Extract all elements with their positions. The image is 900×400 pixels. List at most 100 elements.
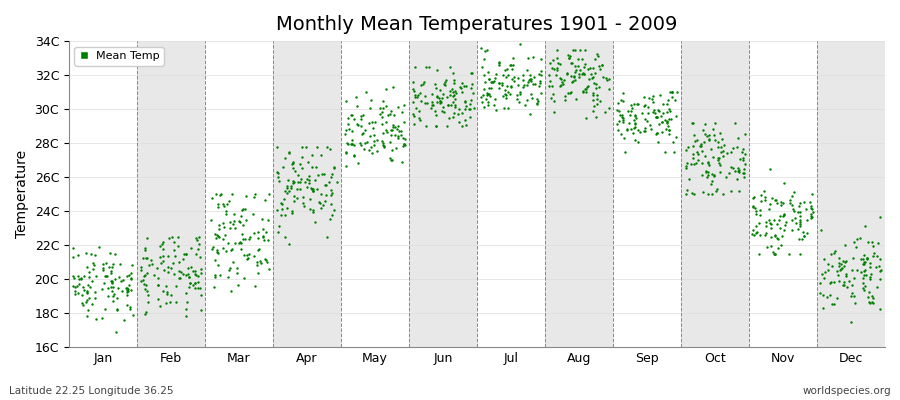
Point xyxy=(106,290,121,297)
Point xyxy=(212,233,226,240)
Point xyxy=(778,218,793,225)
Point xyxy=(125,312,140,318)
Point xyxy=(339,127,354,134)
Point xyxy=(134,264,148,271)
Point xyxy=(425,99,439,106)
Point xyxy=(482,91,496,98)
Point xyxy=(307,218,321,225)
Point xyxy=(730,176,744,182)
Point xyxy=(292,171,306,178)
Point xyxy=(821,261,835,267)
Point xyxy=(138,285,152,292)
Point xyxy=(383,139,398,146)
Point xyxy=(585,74,599,81)
Point xyxy=(701,191,716,197)
Point xyxy=(479,96,493,102)
Point xyxy=(211,201,225,208)
Point xyxy=(270,143,284,150)
Point xyxy=(711,157,725,164)
Point xyxy=(511,75,526,81)
Point xyxy=(770,236,785,242)
Point xyxy=(99,272,113,279)
Point xyxy=(463,100,477,107)
Point xyxy=(824,280,838,286)
Point xyxy=(856,256,870,263)
Point xyxy=(565,79,580,86)
Point xyxy=(71,273,86,280)
Point xyxy=(713,162,727,168)
Point xyxy=(179,272,194,278)
Point xyxy=(745,231,760,237)
Point xyxy=(554,79,569,85)
Point xyxy=(523,111,537,117)
Point xyxy=(104,268,118,274)
Point xyxy=(512,91,526,98)
Point xyxy=(192,234,206,240)
Point xyxy=(362,120,376,126)
Point xyxy=(563,89,578,96)
Point xyxy=(164,292,178,298)
Point xyxy=(159,289,174,296)
Point xyxy=(645,93,660,99)
Point xyxy=(194,266,208,272)
Point xyxy=(486,79,500,85)
Point xyxy=(578,86,592,92)
Point xyxy=(99,260,113,266)
Point xyxy=(251,270,266,276)
Point xyxy=(411,92,426,98)
Point xyxy=(379,119,393,125)
Point xyxy=(122,272,136,278)
Point xyxy=(179,290,194,296)
Point xyxy=(150,265,165,272)
Point xyxy=(443,92,457,98)
Point xyxy=(752,232,767,238)
Point xyxy=(553,75,567,81)
Point xyxy=(187,279,202,286)
Point xyxy=(66,245,80,251)
Point xyxy=(679,163,693,169)
Point xyxy=(234,240,248,246)
Point xyxy=(221,198,236,204)
Point xyxy=(104,279,119,286)
Point xyxy=(860,256,874,263)
Point xyxy=(760,244,775,250)
Bar xyxy=(545,41,613,347)
Point xyxy=(592,63,607,69)
Point xyxy=(665,94,680,101)
Point xyxy=(296,194,310,200)
Point xyxy=(251,247,266,254)
Point xyxy=(304,185,319,192)
Point xyxy=(80,282,94,288)
Point xyxy=(681,176,696,182)
Point xyxy=(212,192,227,198)
Point xyxy=(832,260,846,266)
Point xyxy=(728,120,742,126)
Point xyxy=(564,60,579,66)
Point xyxy=(481,90,495,96)
Point xyxy=(121,288,135,294)
Point xyxy=(184,244,198,251)
Point xyxy=(134,277,148,284)
Point xyxy=(239,252,254,258)
Point xyxy=(833,261,848,267)
Point xyxy=(652,139,666,146)
Point xyxy=(311,172,326,178)
Point xyxy=(534,56,548,62)
Point xyxy=(139,247,153,253)
Point xyxy=(104,288,119,295)
Point xyxy=(689,160,704,166)
Point xyxy=(644,96,659,103)
Point xyxy=(793,213,807,219)
Point xyxy=(863,260,878,266)
Point xyxy=(328,164,342,170)
Point xyxy=(338,148,353,155)
Bar xyxy=(137,41,205,347)
Point xyxy=(210,249,224,255)
Point xyxy=(624,126,638,132)
Point xyxy=(104,264,119,270)
Point xyxy=(181,271,195,277)
Point xyxy=(176,256,191,262)
Point xyxy=(429,123,444,129)
Point xyxy=(759,219,773,226)
Point xyxy=(590,50,604,57)
